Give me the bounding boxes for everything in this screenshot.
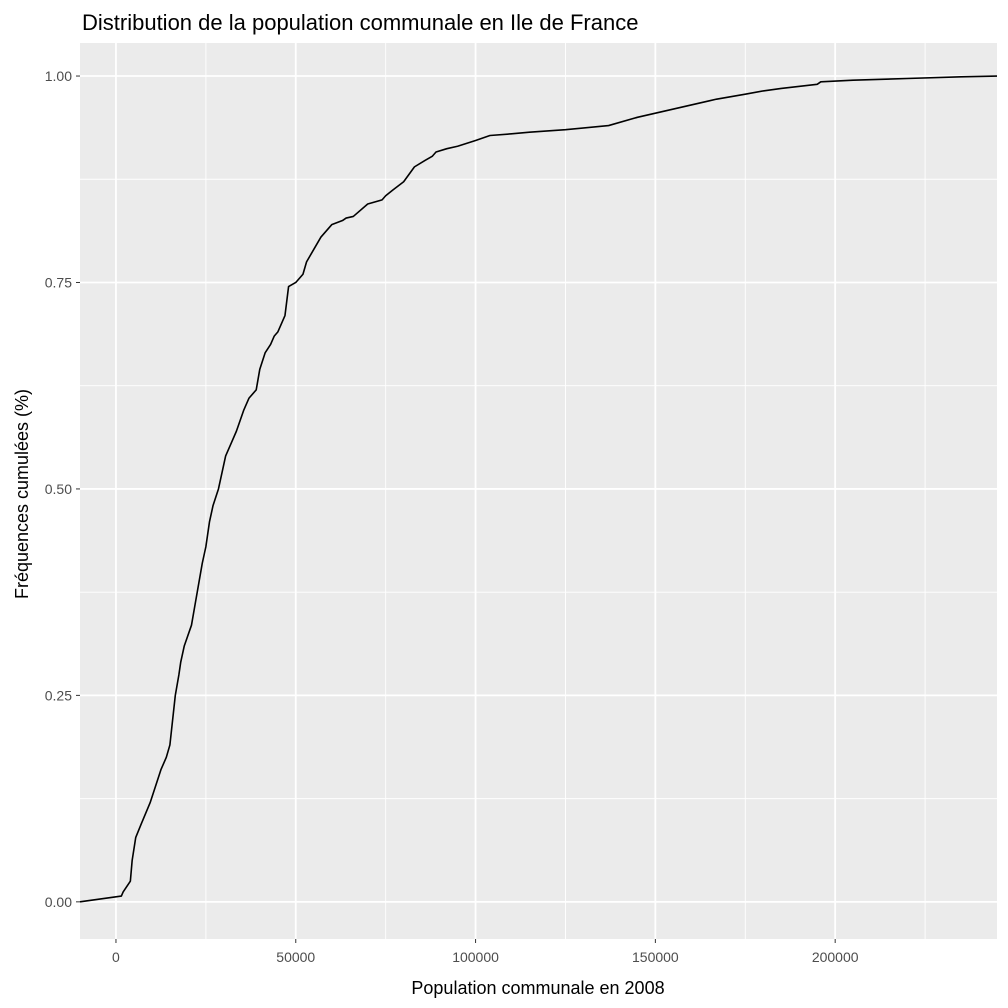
y-tick-label: 0.50 [45,481,72,497]
axis-tick-labels: 0 50000 100000 150000 200000 0.00 0.25 0.50 0.75… [45,68,859,965]
axis-ticks [76,75,836,943]
cdf-line [79,75,998,903]
x-axis-label: Population communale en 2008 [411,978,664,998]
minor-gridlines [80,43,997,939]
chart-title: Distribution de la population communale … [82,10,638,35]
x-tick-label: 0 [112,949,120,965]
plot-panel [80,43,997,939]
y-tick-label: 0.75 [45,274,72,290]
x-tick-label: 100000 [452,949,499,965]
major-gridlines [80,43,997,939]
y-tick-label: 0.00 [45,894,72,910]
x-tick-label: 150000 [632,949,679,965]
y-tick-label: 1.00 [45,68,72,84]
x-tick-label: 200000 [812,949,859,965]
x-tick-label: 50000 [276,949,315,965]
y-axis-label: Fréquences cumulées (%) [12,389,32,599]
y-tick-label: 0.25 [45,687,72,703]
